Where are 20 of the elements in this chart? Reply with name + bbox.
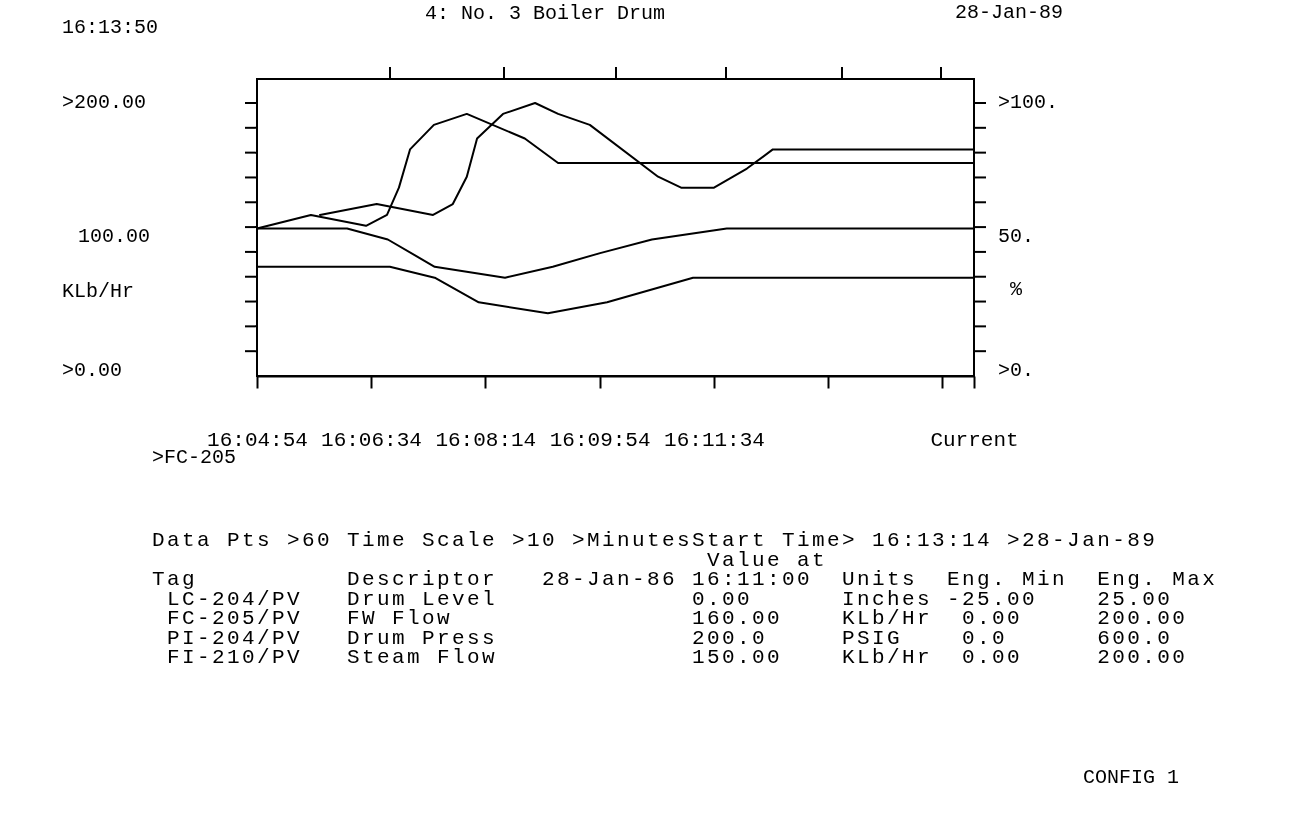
text: 100.00 <box>78 225 151 248</box>
text: 50. <box>998 225 1035 248</box>
x-tick-label: Current <box>930 428 1019 452</box>
text: 28-Jan-89 <box>955 1 1064 24</box>
x-tick-label: 16:09:54 <box>549 428 651 452</box>
y2-axis-title: % <box>1010 278 1023 301</box>
text: FC-205/PV FW Flow 160.00 KLb/Hr 0.00 200.00 <box>167 607 1188 630</box>
x-tick-label: 16:06:34 <box>321 428 422 452</box>
text: >0. <box>998 359 1035 382</box>
text: >FC-205 <box>152 446 237 469</box>
text: CONFIG 1 <box>1083 766 1180 789</box>
text: >0.00 <box>62 359 123 382</box>
text: 16:13:50 <box>62 16 159 39</box>
text: >200.00 <box>62 91 147 114</box>
text: FI-210/PV Steam Flow 150.00 KLb/Hr 0.00 200.00 <box>167 646 1188 669</box>
y-axis-title: KLb/Hr <box>62 280 135 303</box>
chart-title: 4: No. 3 Boiler Drum <box>425 2 666 25</box>
x-tick-label: 16:11:34 <box>664 428 765 452</box>
x-tick-label: 16:08:14 <box>435 428 537 452</box>
text: >100. <box>998 91 1059 114</box>
